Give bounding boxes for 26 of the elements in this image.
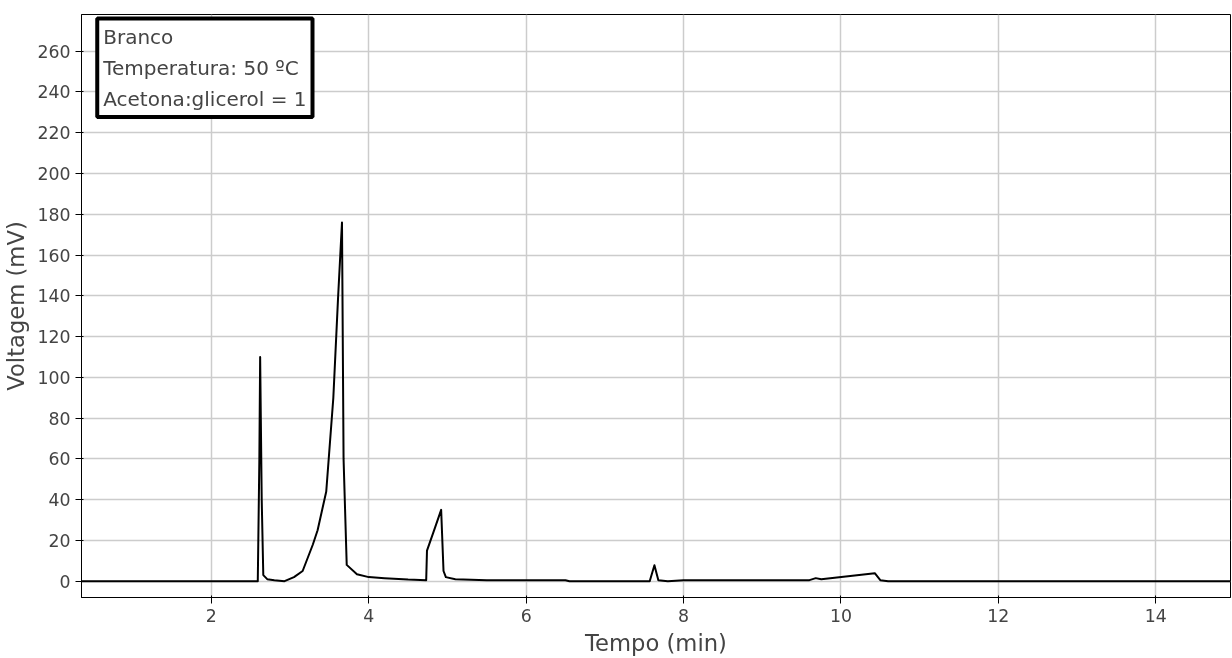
y-tick-label: 0 <box>59 571 71 592</box>
x-tick-label: 12 <box>987 605 1010 626</box>
x-tick-label: 2 <box>205 605 217 626</box>
x-tick-label: 8 <box>678 605 690 626</box>
y-tick-label: 120 <box>37 327 71 348</box>
y-axis-title: Voltagem (mV) <box>3 221 30 391</box>
x-tick-label: 4 <box>363 605 375 626</box>
y-tick-label: 40 <box>48 490 71 511</box>
x-tick-label: 10 <box>829 605 852 626</box>
y-tick-label: 20 <box>48 530 71 551</box>
y-tick-label: 200 <box>37 164 71 184</box>
annotation: Acetona:glicerol = 1 <box>103 86 307 111</box>
y-tick-label: 180 <box>37 204 71 225</box>
annotation: Branco <box>103 24 174 49</box>
x-tick-label: 14 <box>1144 605 1167 626</box>
y-tick-label: 140 <box>37 286 71 307</box>
x-tick-label: 6 <box>520 605 532 626</box>
y-tick-label: 220 <box>37 123 71 144</box>
y-tick-label: 60 <box>48 449 71 470</box>
y-tick-label: 260 <box>37 41 71 62</box>
y-tick-label: 100 <box>37 367 71 388</box>
annotation: Temperatura: 50 ºC <box>102 55 299 80</box>
y-tick-label: 240 <box>37 82 71 103</box>
y-tick-label: 160 <box>37 245 71 266</box>
y-tick-label: 80 <box>48 408 71 429</box>
x-axis-title: Tempo (min) <box>584 629 727 656</box>
